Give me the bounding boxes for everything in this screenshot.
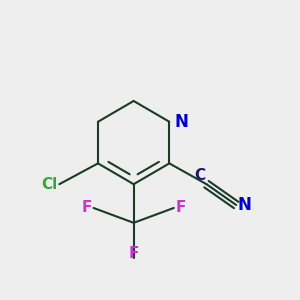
Text: F: F bbox=[175, 200, 186, 215]
Text: C: C bbox=[194, 168, 205, 183]
Text: N: N bbox=[175, 113, 188, 131]
Text: F: F bbox=[82, 200, 92, 215]
Text: Cl: Cl bbox=[42, 177, 58, 192]
Text: N: N bbox=[238, 196, 252, 214]
Text: F: F bbox=[128, 247, 139, 262]
